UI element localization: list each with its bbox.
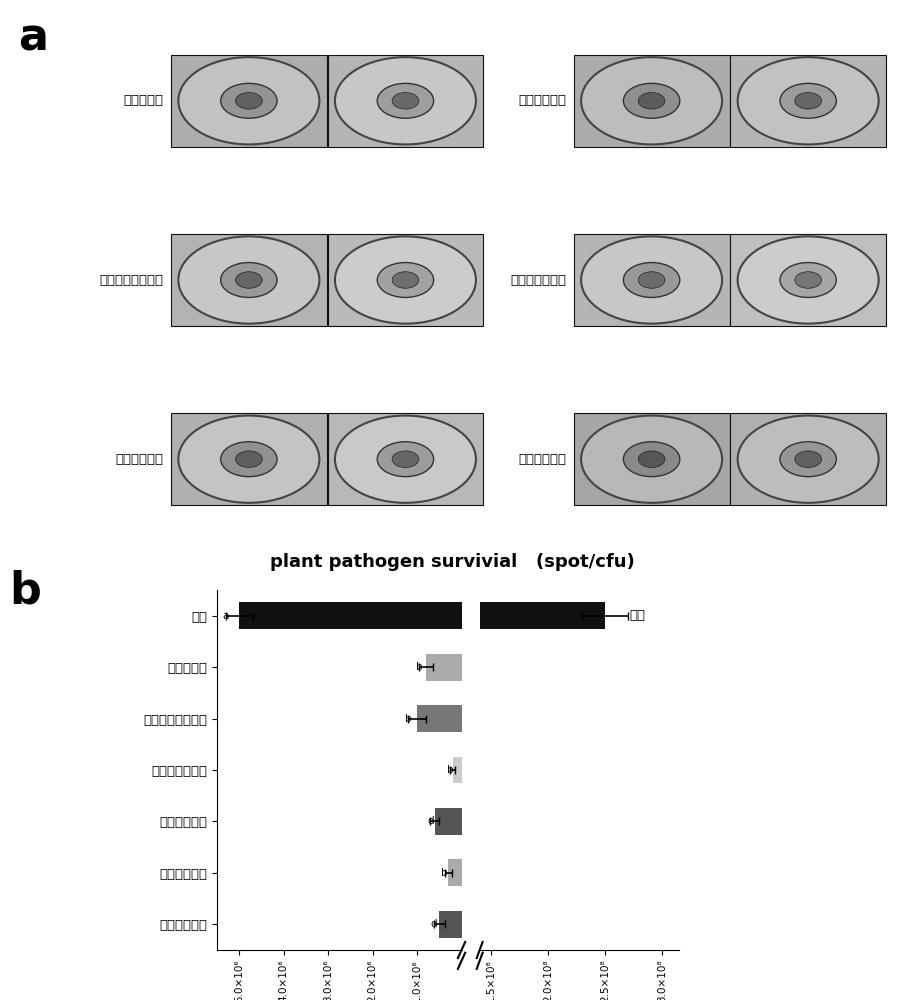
Bar xyxy=(448,859,462,886)
Bar xyxy=(439,911,462,938)
Text: 梨树伤流溏疡病菌: 梨树伤流溏疡病菌 xyxy=(100,273,164,286)
Text: b: b xyxy=(9,570,41,613)
Circle shape xyxy=(738,416,879,503)
Circle shape xyxy=(235,451,262,467)
Circle shape xyxy=(221,83,277,118)
Text: 梨火疫病菌: 梨火疫病菌 xyxy=(124,94,164,107)
Circle shape xyxy=(624,263,680,297)
Bar xyxy=(320,602,605,629)
Circle shape xyxy=(178,416,319,503)
Circle shape xyxy=(638,93,665,109)
Circle shape xyxy=(377,442,433,477)
Bar xyxy=(171,413,327,505)
Circle shape xyxy=(235,272,262,288)
Circle shape xyxy=(638,272,665,288)
Text: plant pathogen survivial   (spot/cfu): plant pathogen survivial (spot/cfu) xyxy=(270,553,635,571)
Text: d: d xyxy=(431,919,437,929)
Bar xyxy=(417,705,462,732)
Circle shape xyxy=(392,272,419,288)
Circle shape xyxy=(795,272,822,288)
Circle shape xyxy=(581,57,722,144)
Circle shape xyxy=(638,451,665,467)
Text: 对照: 对照 xyxy=(630,609,646,622)
Bar xyxy=(574,55,729,147)
Circle shape xyxy=(178,236,319,324)
Text: b: b xyxy=(415,662,423,672)
Circle shape xyxy=(795,93,822,109)
Text: 菊花枯姜病菌: 菊花枯姜病菌 xyxy=(116,453,164,466)
Bar xyxy=(171,234,327,326)
Bar xyxy=(328,234,483,326)
Circle shape xyxy=(377,83,433,118)
Circle shape xyxy=(392,451,419,467)
Bar xyxy=(574,234,729,326)
Circle shape xyxy=(624,83,680,118)
Circle shape xyxy=(624,442,680,477)
Text: 番茄青枯病菌: 番茄青枯病菌 xyxy=(519,453,567,466)
Bar xyxy=(426,654,462,681)
Circle shape xyxy=(780,83,836,118)
Circle shape xyxy=(780,263,836,297)
Bar xyxy=(730,234,886,326)
Bar xyxy=(730,55,886,147)
Bar xyxy=(452,757,462,783)
Bar xyxy=(574,413,729,505)
Circle shape xyxy=(178,57,319,144)
Bar xyxy=(171,55,327,147)
Bar xyxy=(328,55,483,147)
Text: a: a xyxy=(18,17,48,60)
Text: b: b xyxy=(405,714,411,724)
Bar xyxy=(240,602,462,629)
Circle shape xyxy=(581,416,722,503)
Circle shape xyxy=(221,442,277,477)
Circle shape xyxy=(221,263,277,297)
Circle shape xyxy=(335,236,476,324)
Bar xyxy=(730,413,886,505)
Text: 马蹄莲软腐病菌: 马蹄莲软腐病菌 xyxy=(510,273,567,286)
Circle shape xyxy=(377,263,433,297)
Text: b: b xyxy=(441,868,448,878)
Circle shape xyxy=(795,451,822,467)
Circle shape xyxy=(235,93,262,109)
Bar xyxy=(328,413,483,505)
Text: d: d xyxy=(427,816,433,826)
Circle shape xyxy=(738,236,879,324)
Circle shape xyxy=(780,442,836,477)
Circle shape xyxy=(335,416,476,503)
Text: b: b xyxy=(447,765,453,775)
Text: 茄科黑胫病菌: 茄科黑胫病菌 xyxy=(519,94,567,107)
Circle shape xyxy=(335,57,476,144)
Bar xyxy=(435,808,462,835)
Circle shape xyxy=(581,236,722,324)
Circle shape xyxy=(738,57,879,144)
Text: a: a xyxy=(223,611,229,621)
Circle shape xyxy=(392,93,419,109)
